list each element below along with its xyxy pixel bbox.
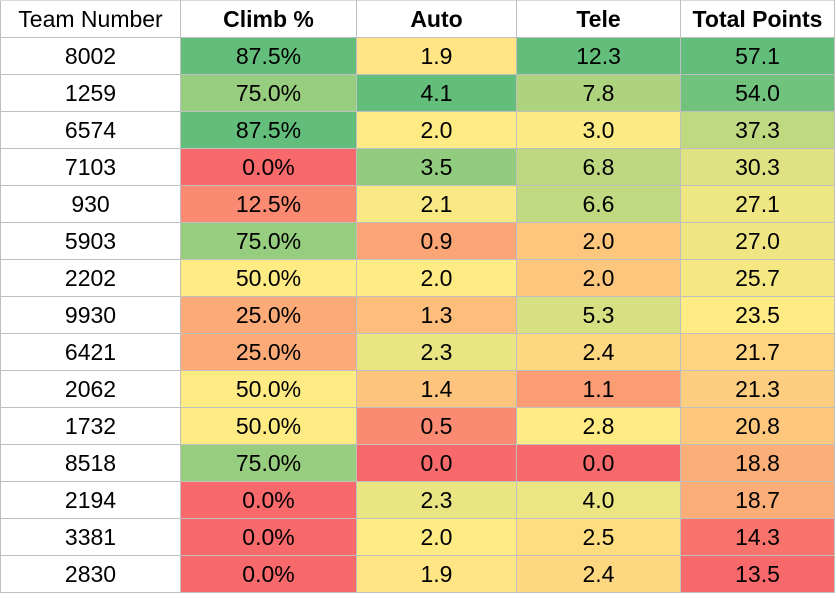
cell-tele[interactable]: 0.0 <box>516 444 681 482</box>
cell-total-points[interactable]: 57.1 <box>680 37 835 75</box>
cell-team-number[interactable]: 9930 <box>0 296 181 334</box>
cell-tele[interactable]: 3.0 <box>516 111 681 149</box>
table-row: 1732 50.0% 0.5 2.8 20.8 <box>0 407 835 445</box>
cell-total-points[interactable]: 37.3 <box>680 111 835 149</box>
cell-climb-percent[interactable]: 25.0% <box>180 333 357 371</box>
table-row: 930 12.5% 2.1 6.6 27.1 <box>0 185 835 223</box>
cell-team-number[interactable]: 2062 <box>0 370 181 408</box>
cell-climb-percent[interactable]: 0.0% <box>180 518 357 556</box>
cell-tele[interactable]: 12.3 <box>516 37 681 75</box>
cell-team-number[interactable]: 8518 <box>0 444 181 482</box>
table-row: 6574 87.5% 2.0 3.0 37.3 <box>0 111 835 149</box>
cell-climb-percent[interactable]: 50.0% <box>180 370 357 408</box>
table-row: 8002 87.5% 1.9 12.3 57.1 <box>0 37 835 75</box>
cell-tele[interactable]: 4.0 <box>516 481 681 519</box>
cell-team-number[interactable]: 6421 <box>0 333 181 371</box>
cell-climb-percent[interactable]: 75.0% <box>180 74 357 112</box>
cell-climb-percent[interactable]: 87.5% <box>180 37 357 75</box>
header-row: Team Number Climb % Auto Tele Total Poin… <box>0 0 835 38</box>
header-team-number[interactable]: Team Number <box>0 0 181 38</box>
cell-auto[interactable]: 0.0 <box>356 444 517 482</box>
table-row: 5903 75.0% 0.9 2.0 27.0 <box>0 222 835 260</box>
header-total-points[interactable]: Total Points <box>680 0 835 38</box>
table-row: 3381 0.0% 2.0 2.5 14.3 <box>0 518 835 556</box>
cell-auto[interactable]: 2.3 <box>356 333 517 371</box>
cell-auto[interactable]: 0.5 <box>356 407 517 445</box>
cell-auto[interactable]: 2.3 <box>356 481 517 519</box>
cell-auto[interactable]: 1.9 <box>356 37 517 75</box>
cell-team-number[interactable]: 2202 <box>0 259 181 297</box>
cell-climb-percent[interactable]: 75.0% <box>180 444 357 482</box>
cell-climb-percent[interactable]: 87.5% <box>180 111 357 149</box>
cell-team-number[interactable]: 1259 <box>0 74 181 112</box>
cell-climb-percent[interactable]: 12.5% <box>180 185 357 223</box>
cell-auto[interactable]: 2.0 <box>356 518 517 556</box>
cell-total-points[interactable]: 25.7 <box>680 259 835 297</box>
cell-total-points[interactable]: 20.8 <box>680 407 835 445</box>
cell-climb-percent[interactable]: 0.0% <box>180 481 357 519</box>
table-row: 8518 75.0% 0.0 0.0 18.8 <box>0 444 835 482</box>
cell-total-points[interactable]: 27.1 <box>680 185 835 223</box>
cell-auto[interactable]: 1.3 <box>356 296 517 334</box>
cell-team-number[interactable]: 2194 <box>0 481 181 519</box>
cell-auto[interactable]: 4.1 <box>356 74 517 112</box>
table-row: 2062 50.0% 1.4 1.1 21.3 <box>0 370 835 408</box>
cell-total-points[interactable]: 13.5 <box>680 555 835 593</box>
cell-auto[interactable]: 3.5 <box>356 148 517 186</box>
cell-tele[interactable]: 7.8 <box>516 74 681 112</box>
cell-climb-percent[interactable]: 0.0% <box>180 148 357 186</box>
cell-tele[interactable]: 6.6 <box>516 185 681 223</box>
cell-tele[interactable]: 2.5 <box>516 518 681 556</box>
cell-auto[interactable]: 1.9 <box>356 555 517 593</box>
cell-total-points[interactable]: 23.5 <box>680 296 835 334</box>
cell-team-number[interactable]: 1732 <box>0 407 181 445</box>
cell-team-number[interactable]: 5903 <box>0 222 181 260</box>
cell-auto[interactable]: 2.0 <box>356 259 517 297</box>
cell-total-points[interactable]: 54.0 <box>680 74 835 112</box>
cell-team-number[interactable]: 3381 <box>0 518 181 556</box>
table-row: 6421 25.0% 2.3 2.4 21.7 <box>0 333 835 371</box>
cell-total-points[interactable]: 30.3 <box>680 148 835 186</box>
table-row: 1259 75.0% 4.1 7.8 54.0 <box>0 74 835 112</box>
cell-team-number[interactable]: 2830 <box>0 555 181 593</box>
cell-tele[interactable]: 2.4 <box>516 555 681 593</box>
table-row: 2194 0.0% 2.3 4.0 18.7 <box>0 481 835 519</box>
cell-total-points[interactable]: 18.8 <box>680 444 835 482</box>
cell-climb-percent[interactable]: 50.0% <box>180 259 357 297</box>
header-climb-percent[interactable]: Climb % <box>180 0 357 38</box>
table-row: 2830 0.0% 1.9 2.4 13.5 <box>0 555 835 593</box>
cell-auto[interactable]: 1.4 <box>356 370 517 408</box>
table-row: 9930 25.0% 1.3 5.3 23.5 <box>0 296 835 334</box>
cell-tele[interactable]: 2.0 <box>516 222 681 260</box>
cell-team-number[interactable]: 7103 <box>0 148 181 186</box>
cell-tele[interactable]: 2.8 <box>516 407 681 445</box>
cell-total-points[interactable]: 14.3 <box>680 518 835 556</box>
cell-total-points[interactable]: 21.3 <box>680 370 835 408</box>
cell-climb-percent[interactable]: 50.0% <box>180 407 357 445</box>
cell-total-points[interactable]: 27.0 <box>680 222 835 260</box>
table-row: 7103 0.0% 3.5 6.8 30.3 <box>0 148 835 186</box>
cell-tele[interactable]: 2.4 <box>516 333 681 371</box>
cell-auto[interactable]: 0.9 <box>356 222 517 260</box>
cell-tele[interactable]: 1.1 <box>516 370 681 408</box>
cell-tele[interactable]: 5.3 <box>516 296 681 334</box>
cell-team-number[interactable]: 6574 <box>0 111 181 149</box>
header-tele[interactable]: Tele <box>516 0 681 38</box>
cell-total-points[interactable]: 18.7 <box>680 481 835 519</box>
cell-tele[interactable]: 6.8 <box>516 148 681 186</box>
cell-climb-percent[interactable]: 75.0% <box>180 222 357 260</box>
cell-tele[interactable]: 2.0 <box>516 259 681 297</box>
cell-total-points[interactable]: 21.7 <box>680 333 835 371</box>
cell-team-number[interactable]: 8002 <box>0 37 181 75</box>
cell-auto[interactable]: 2.1 <box>356 185 517 223</box>
cell-climb-percent[interactable]: 25.0% <box>180 296 357 334</box>
cell-auto[interactable]: 2.0 <box>356 111 517 149</box>
table-row: 2202 50.0% 2.0 2.0 25.7 <box>0 259 835 297</box>
header-auto[interactable]: Auto <box>356 0 517 38</box>
cell-team-number[interactable]: 930 <box>0 185 181 223</box>
cell-climb-percent[interactable]: 0.0% <box>180 555 357 593</box>
